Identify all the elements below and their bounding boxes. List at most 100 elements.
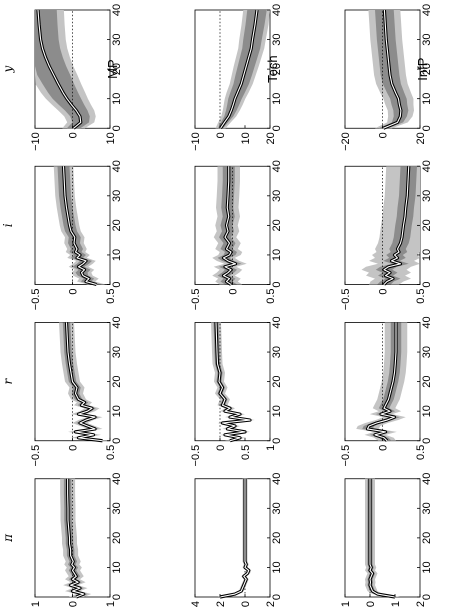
x-tick-label: 10 [111, 561, 123, 573]
column-title: Tech [265, 55, 280, 82]
y-tick-label: −2 [215, 601, 227, 607]
y-tick-label: 0 [215, 445, 227, 451]
y-tick-label: 0 [365, 601, 377, 607]
x-tick-label: 20 [111, 532, 123, 544]
y-tick-label: 0 [68, 445, 80, 451]
median-response-core [37, 9, 82, 129]
x-tick-label: 20 [111, 63, 123, 75]
median-response-core [215, 322, 251, 442]
x-tick-label: 40 [271, 473, 283, 485]
x-tick-label: 10 [111, 93, 123, 105]
x-tick-label: 30 [421, 190, 433, 202]
y-tick-label: 0 [215, 132, 227, 138]
x-tick-label: 10 [421, 405, 433, 417]
y-tick-label: 0 [378, 445, 390, 451]
confidence-band-inner [217, 166, 242, 285]
x-tick-label: 0 [111, 281, 123, 287]
y-tick-label: 0.5 [240, 445, 252, 460]
x-tick-label: 30 [271, 502, 283, 514]
x-tick-label: 30 [111, 502, 123, 514]
y-tick-label: −0.5 [340, 289, 352, 311]
y-tick-label: −0.5 [30, 445, 42, 467]
x-tick-label: 40 [111, 160, 123, 172]
x-tick-label: 20 [421, 219, 433, 231]
median-response-core [383, 166, 410, 285]
x-tick-label: 0 [111, 125, 123, 131]
x-tick-label: 0 [271, 438, 283, 444]
x-tick-label: 30 [421, 33, 433, 45]
x-tick-label: 40 [111, 4, 123, 16]
x-tick-label: 30 [271, 33, 283, 45]
y-tick-label: 0.5 [415, 289, 427, 304]
y-tick-label: 0 [240, 601, 252, 607]
x-tick-label: 20 [271, 376, 283, 388]
y-tick-label: 0.5 [415, 445, 427, 460]
y-tick-label: 0 [378, 289, 390, 295]
confidence-band-inner [35, 10, 90, 129]
row-label: r [1, 378, 15, 385]
panel: 0 10 20 30 40 −10 0 10 20 [190, 4, 283, 151]
y-tick-label: 0 [68, 601, 80, 607]
y-tick-label: 0 [228, 289, 240, 295]
row-label: i [1, 223, 15, 227]
x-tick-label: 20 [111, 376, 123, 388]
x-tick-label: 20 [421, 376, 433, 388]
x-tick-label: 20 [271, 63, 283, 75]
x-tick-label: 20 [421, 532, 433, 544]
x-tick-label: 30 [421, 346, 433, 358]
x-tick-label: 0 [421, 594, 433, 600]
x-tick-label: 0 [111, 438, 123, 444]
x-tick-label: 30 [111, 346, 123, 358]
median-response-core [67, 478, 85, 598]
y-tick-label: 2 [415, 601, 427, 607]
confidence-band-inner [367, 478, 398, 597]
confidence-band-inner [63, 478, 88, 597]
median-response-core [222, 166, 237, 285]
panel-frame [344, 478, 421, 598]
y-tick-label: 1 [105, 601, 117, 607]
x-tick-label: 10 [111, 405, 123, 417]
confidence-band-outer [217, 478, 252, 597]
median-response-core [369, 478, 396, 598]
x-tick-label: 0 [271, 594, 283, 600]
x-tick-label: 10 [421, 249, 433, 261]
x-tick-label: 0 [271, 125, 283, 131]
x-tick-label: 30 [111, 190, 123, 202]
x-tick-label: 40 [271, 316, 283, 328]
panel-frame [194, 478, 271, 598]
x-tick-label: 0 [421, 281, 433, 287]
y-tick-label: 10 [105, 132, 117, 144]
y-tick-label: 0 [68, 132, 80, 138]
y-tick-label: 20 [415, 132, 427, 144]
x-tick-label: 40 [421, 160, 433, 172]
y-tick-label: −0.5 [190, 289, 202, 311]
confidence-band-outer [211, 322, 255, 441]
x-tick-label: 0 [271, 281, 283, 287]
x-tick-label: 20 [271, 219, 283, 231]
y-tick-label: 1 [390, 601, 402, 607]
median-response-core [220, 9, 258, 129]
panel: 0 10 20 30 40 −0.5 0 0.5 1 [190, 316, 283, 466]
panel: 0 10 20 30 40 −0.5 0 0.5 [340, 160, 433, 310]
y-tick-label: −4 [190, 601, 202, 607]
confidence-band-inner [57, 166, 102, 285]
y-tick-label: −0.5 [190, 445, 202, 467]
x-tick-label: 10 [271, 405, 283, 417]
x-tick-label: 10 [111, 249, 123, 261]
y-tick-label: −1 [30, 601, 42, 607]
y-tick-label: 20 [265, 132, 277, 144]
x-tick-label: 40 [271, 4, 283, 16]
x-tick-label: 10 [271, 93, 283, 105]
panel: 0 10 20 30 40 −1 0 1 2 [340, 473, 433, 607]
x-tick-label: 40 [271, 160, 283, 172]
y-tick-label: 0.5 [105, 445, 117, 460]
median-response-core [62, 166, 97, 286]
